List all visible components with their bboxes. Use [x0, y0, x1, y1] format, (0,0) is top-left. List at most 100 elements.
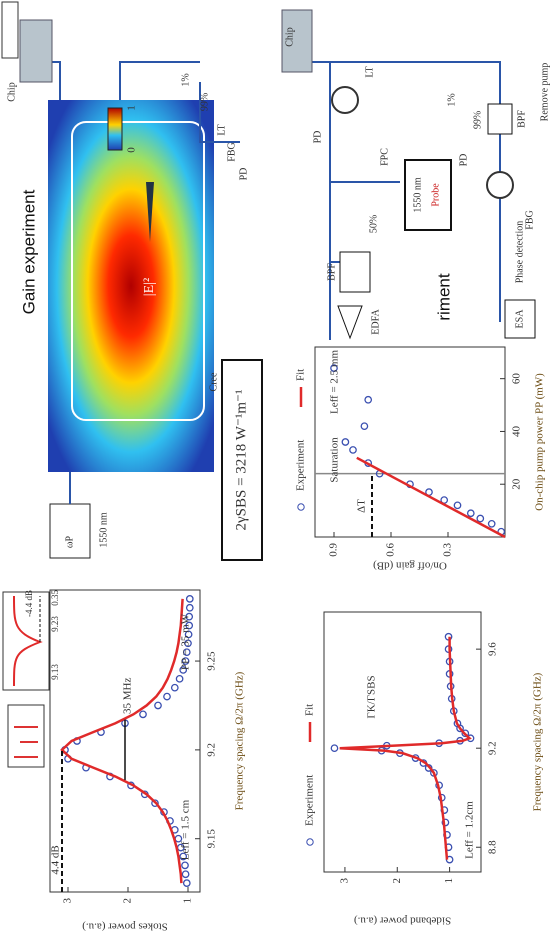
diagram-label: PD — [312, 131, 323, 144]
y-tick-label: 1 — [443, 878, 455, 884]
figure-canvas: 2γSBS = 3218 W⁻¹m⁻¹ Gain experiment |E|²… — [0, 0, 552, 942]
inset-title: Anti-Stokes — [0, 623, 2, 661]
annotation: Saturation — [329, 437, 341, 483]
data-point — [468, 510, 474, 516]
data-point — [489, 521, 495, 527]
x-axis-title: On-chip pump power PP (mW) — [534, 373, 546, 511]
data-point — [331, 745, 337, 751]
legend-label: Experiment — [295, 440, 307, 491]
data-point — [187, 605, 193, 611]
colorbar-label: 1 — [126, 105, 138, 111]
x-tick-label: 9.6 — [487, 642, 499, 656]
x-tick-label: 40 — [511, 425, 523, 437]
diagram-label: 1% — [446, 93, 457, 106]
data-point — [172, 685, 178, 691]
data-point — [184, 880, 190, 886]
inset-tick: 9.13 — [50, 664, 60, 680]
diagram-label: FBG — [524, 210, 535, 229]
data-point — [182, 871, 188, 877]
diagram-label: EDFA — [370, 309, 381, 335]
y-tick-label: 0.3 — [442, 543, 454, 557]
data-point — [164, 693, 170, 699]
fit-line — [357, 458, 505, 537]
plot-frame — [315, 347, 505, 537]
field-label: |E|² — [142, 278, 157, 296]
bpf-box — [488, 104, 512, 134]
data-point — [155, 702, 161, 708]
diagram-label: ωP — [64, 535, 75, 548]
inset-tick: 0.35 — [50, 590, 60, 606]
data-point — [187, 596, 193, 602]
y-tick-label: 2 — [391, 878, 403, 884]
diagram-title: Gain experiment — [19, 189, 38, 314]
diagram-label: LT — [364, 66, 375, 77]
y-axis-title: On/off gain (dB) — [373, 559, 447, 571]
circulator — [332, 87, 358, 113]
x-tick-label: 60 — [511, 373, 523, 385]
y-tick-label: 3 — [338, 878, 350, 884]
y-tick-label: 0.9 — [328, 543, 340, 557]
colorbar-label: 0 — [126, 147, 138, 153]
x-tick-label: 8.8 — [487, 840, 499, 854]
data-point — [454, 502, 460, 508]
x-tick-label: 9.15 — [206, 829, 218, 849]
diagram-label: 99% — [472, 111, 483, 129]
laser-box — [50, 504, 90, 558]
diagram-label: BPF — [326, 263, 337, 281]
data-point — [365, 397, 371, 403]
bpf-box — [340, 252, 370, 292]
fit-line — [340, 637, 470, 860]
diagram-label: ESA — [514, 309, 525, 329]
diagram-label: 99% — [199, 93, 210, 111]
diagram-label: BPF — [516, 110, 527, 128]
annotation: Leff = 1.2cm — [464, 801, 476, 859]
figure: 2γSBS = 3218 W⁻¹m⁻¹ Gain experiment |E|²… — [0, 0, 552, 942]
diagram-label: PD — [238, 168, 249, 181]
inset-note: -4.4 dB — [24, 590, 34, 617]
y-tick-label: 2 — [122, 898, 134, 904]
annotation: PP = 35 mW — [180, 613, 192, 670]
data-point — [350, 447, 356, 453]
colorbar — [108, 108, 122, 150]
x-tick-label: 9.2 — [206, 743, 218, 757]
inset-tick: 9.23 — [50, 616, 60, 632]
diagram-label: Probe — [430, 183, 441, 207]
data-point — [182, 862, 188, 868]
chip — [20, 20, 52, 82]
data-point — [140, 711, 146, 717]
x-axis-title: Frequency spacing Ω/2π (GHz) — [532, 672, 544, 811]
amplifier — [338, 306, 362, 338]
data-point — [361, 423, 367, 429]
annotation: 35 MHz — [122, 678, 134, 714]
probe-diagram: riment — [282, 10, 535, 340]
diagram-label: Phase detection — [514, 221, 525, 283]
annotation: ΔT — [356, 499, 368, 513]
diagram-label: Remove pump — [539, 63, 550, 122]
y-tick-label: 3 — [62, 898, 74, 904]
diagram-label: FPC — [379, 148, 390, 166]
y-tick-label: 0.6 — [385, 543, 397, 557]
diagram-label: 1550 nm — [412, 177, 423, 213]
diagram-label: 1% — [180, 73, 191, 86]
y-axis-title: Sideband power (a.u.) — [354, 914, 451, 926]
annotation: Leff = 1.5 cm — [180, 799, 192, 860]
diagram-label: Chip — [284, 27, 295, 46]
x-axis-title: Frequency spacing Ω/2π (GHz) — [234, 671, 246, 810]
annotation: Leff = 2.5 mm — [329, 350, 341, 414]
y-tick-label: 1 — [182, 898, 194, 904]
annotation: 4.4 dB — [50, 845, 62, 874]
data-point — [477, 515, 483, 521]
legend-label: Fit — [295, 369, 307, 381]
diagram-label: LT — [216, 124, 227, 135]
gain-diagram: 2γSBS = 3218 W⁻¹m⁻¹ Gain experiment |E|²… — [2, 2, 262, 560]
diagram-label: PD — [458, 154, 469, 167]
figure-rotated: 2γSBS = 3218 W⁻¹m⁻¹ Gain experiment |E|²… — [0, 0, 552, 942]
formula: 2γSBS = 3218 W⁻¹m⁻¹ — [233, 390, 249, 531]
data-point — [342, 439, 348, 445]
inset-box — [2, 2, 18, 58]
legend-swatch — [307, 839, 313, 845]
legend-label: Fit — [304, 704, 316, 716]
y-axis-title: Stokes power (a.u.) — [82, 920, 168, 932]
x-tick-label: 9.25 — [206, 651, 218, 671]
legend-swatch — [298, 504, 304, 510]
